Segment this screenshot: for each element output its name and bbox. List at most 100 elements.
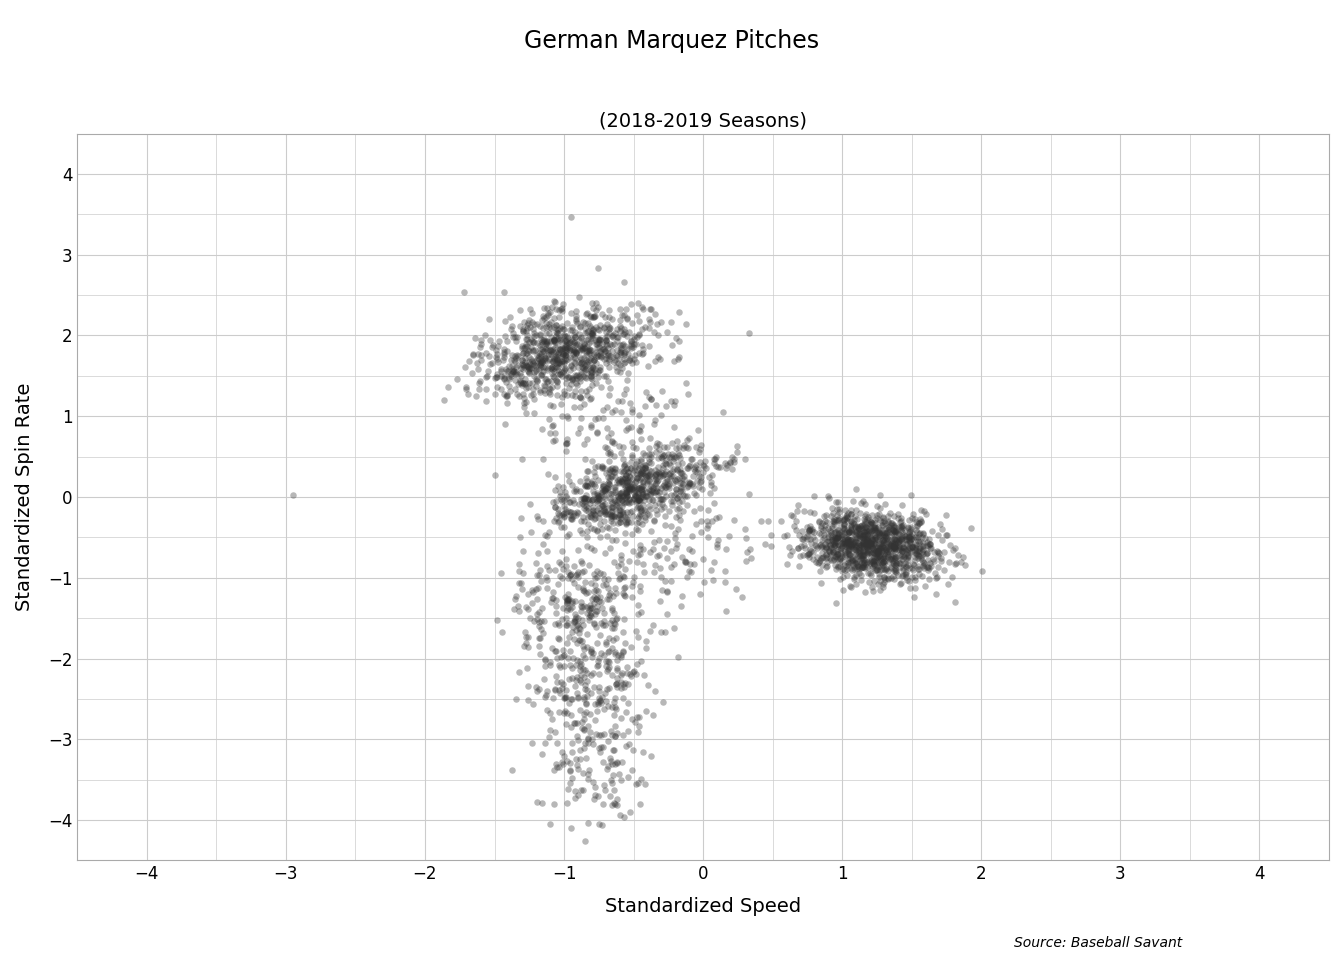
Point xyxy=(665,509,687,524)
Point xyxy=(567,689,589,705)
Point xyxy=(844,533,866,548)
Point xyxy=(589,529,610,544)
Point xyxy=(960,520,981,536)
Point xyxy=(474,327,496,343)
Point xyxy=(612,470,633,486)
Point xyxy=(907,517,929,533)
Point xyxy=(624,336,645,351)
Point xyxy=(577,324,598,339)
Point xyxy=(563,716,585,732)
Point xyxy=(571,343,593,358)
Point xyxy=(496,344,517,359)
Point xyxy=(556,754,578,769)
Point xyxy=(566,371,587,386)
Point xyxy=(875,540,896,555)
Point xyxy=(562,387,583,402)
Point xyxy=(621,297,642,312)
Point xyxy=(630,772,652,787)
Point xyxy=(634,468,656,483)
Point xyxy=(625,483,646,498)
Point xyxy=(577,355,598,371)
Point xyxy=(571,595,593,611)
Point xyxy=(559,630,581,645)
Point xyxy=(493,285,515,300)
Point xyxy=(571,383,593,398)
Point xyxy=(598,644,620,660)
Point xyxy=(564,783,586,799)
Point xyxy=(839,525,860,540)
Point xyxy=(626,480,648,495)
Point xyxy=(862,554,883,569)
Point xyxy=(652,446,673,462)
Point xyxy=(589,510,610,525)
Point xyxy=(632,300,653,315)
Point xyxy=(556,617,578,633)
Point xyxy=(907,547,929,563)
Point xyxy=(612,665,633,681)
Point xyxy=(629,514,650,529)
Point xyxy=(534,333,555,348)
Point xyxy=(583,309,605,324)
Point xyxy=(870,559,891,574)
Point xyxy=(504,329,526,345)
Point xyxy=(603,465,625,480)
Point xyxy=(563,484,585,499)
Point xyxy=(517,602,539,617)
Point xyxy=(831,549,852,564)
Point xyxy=(575,574,597,589)
Point xyxy=(892,557,914,572)
Point xyxy=(668,456,689,471)
Point xyxy=(663,493,684,509)
Point xyxy=(614,738,636,754)
Point xyxy=(905,545,926,561)
Point xyxy=(902,510,923,525)
Point xyxy=(634,489,656,504)
Point xyxy=(595,654,617,669)
Point xyxy=(609,503,630,518)
Point xyxy=(457,386,478,401)
Point xyxy=(536,300,558,315)
Point xyxy=(632,516,653,532)
Point xyxy=(630,486,652,501)
Point xyxy=(665,482,687,497)
Point xyxy=(461,366,482,381)
Point xyxy=(868,500,890,516)
Point xyxy=(852,560,874,575)
Point xyxy=(555,689,577,705)
Point xyxy=(567,620,589,636)
Point xyxy=(601,723,622,738)
Point xyxy=(691,473,712,489)
Point xyxy=(516,660,538,676)
Point xyxy=(845,535,867,550)
Point xyxy=(606,334,628,349)
Point xyxy=(587,694,609,709)
Point xyxy=(624,347,645,362)
Point xyxy=(641,446,663,462)
Point xyxy=(571,612,593,628)
Point xyxy=(886,538,907,553)
Point xyxy=(575,341,597,356)
Point xyxy=(918,560,939,575)
Point xyxy=(892,567,914,583)
Point xyxy=(603,448,625,464)
Point xyxy=(554,492,575,508)
Point xyxy=(602,632,624,647)
Point xyxy=(512,346,534,361)
Point xyxy=(476,369,497,384)
Point xyxy=(833,513,855,528)
Point xyxy=(539,722,560,737)
Point xyxy=(484,387,505,402)
Point xyxy=(563,345,585,360)
Point xyxy=(559,341,581,356)
Point xyxy=(620,804,641,819)
Point xyxy=(606,679,628,694)
Point xyxy=(808,554,829,569)
Point xyxy=(876,524,898,540)
Point xyxy=(563,632,585,647)
Point xyxy=(581,327,602,343)
Point xyxy=(823,514,844,529)
Point xyxy=(605,612,626,627)
Point xyxy=(617,465,638,480)
Point xyxy=(577,606,598,621)
Point xyxy=(852,557,874,572)
